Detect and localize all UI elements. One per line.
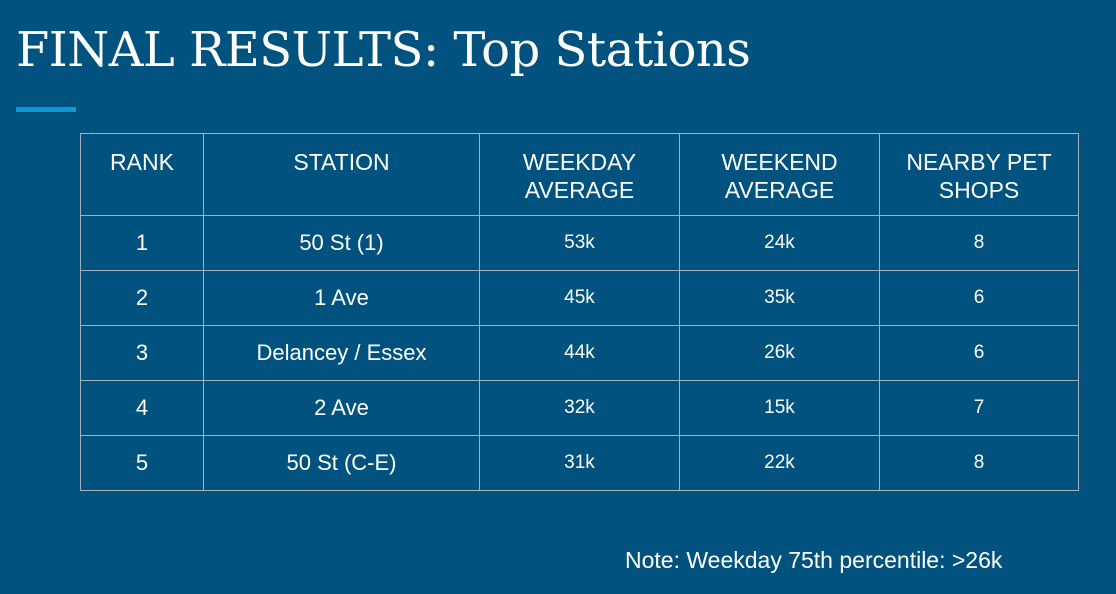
cell-weekday-average: 31k	[479, 435, 680, 491]
cell-rank: 2	[80, 270, 204, 326]
slide-title: FINAL RESULTS: Top Stations	[16, 22, 751, 78]
cell-rank: 4	[80, 380, 204, 436]
cell-pet-shops: 6	[879, 325, 1079, 381]
table-row: 5 50 St (C-E) 31k 22k 8	[80, 435, 1079, 491]
cell-weekend-average: 15k	[679, 380, 880, 436]
cell-rank: 3	[80, 325, 204, 381]
cell-station: 2 Ave	[203, 380, 480, 436]
cell-weekday-average: 53k	[479, 215, 680, 271]
table-row: 2 1 Ave 45k 35k 6	[80, 270, 1079, 326]
cell-weekday-average: 44k	[479, 325, 680, 381]
cell-pet-shops: 8	[879, 435, 1079, 491]
cell-weekend-average: 35k	[679, 270, 880, 326]
cell-pet-shops: 6	[879, 270, 1079, 326]
stations-table: RANK STATION WEEKDAY AVERAGE WEEKEND AVERA…	[80, 133, 1079, 491]
header-pet-shops-line-2: SHOPS	[938, 177, 1020, 203]
header-pet-shops-line-1: NEARBY PET	[906, 149, 1052, 175]
cell-pet-shops: 7	[879, 380, 1079, 436]
header-station: STATION	[203, 133, 480, 216]
header-weekday-line-1: WEEKDAY	[522, 149, 637, 175]
table-row: 4 2 Ave 32k 15k 7	[80, 380, 1079, 436]
title-accent-bar	[16, 107, 76, 112]
header-weekend-line-1: WEEKEND	[721, 149, 838, 175]
header-nearby-pet-shops: NEARBY PET SHOPS	[879, 133, 1079, 216]
table-row: 3 Delancey / Essex 44k 26k 6	[80, 325, 1079, 381]
cell-station: 50 St (C-E)	[203, 435, 480, 491]
footnote: Note: Weekday 75th percentile: >26k	[625, 547, 1003, 573]
cell-station: Delancey / Essex	[203, 325, 480, 381]
header-weekday-average: WEEKDAY AVERAGE	[479, 133, 680, 216]
header-weekday-line-2: AVERAGE	[524, 177, 635, 203]
cell-weekday-average: 32k	[479, 380, 680, 436]
cell-rank: 5	[80, 435, 204, 491]
cell-station: 50 St (1)	[203, 215, 480, 271]
cell-rank: 1	[80, 215, 204, 271]
table-header-row: RANK STATION WEEKDAY AVERAGE WEEKEND AVERA…	[80, 133, 1079, 216]
cell-weekday-average: 45k	[479, 270, 680, 326]
cell-weekend-average: 24k	[679, 215, 880, 271]
table-row: 1 50 St (1) 53k 24k 8	[80, 215, 1079, 271]
cell-station: 1 Ave	[203, 270, 480, 326]
header-weekend-average: WEEKEND AVERAGE	[679, 133, 880, 216]
cell-weekend-average: 22k	[679, 435, 880, 491]
header-weekend-line-2: AVERAGE	[724, 177, 835, 203]
header-rank: RANK	[80, 133, 204, 216]
cell-weekend-average: 26k	[679, 325, 880, 381]
cell-pet-shops: 8	[879, 215, 1079, 271]
